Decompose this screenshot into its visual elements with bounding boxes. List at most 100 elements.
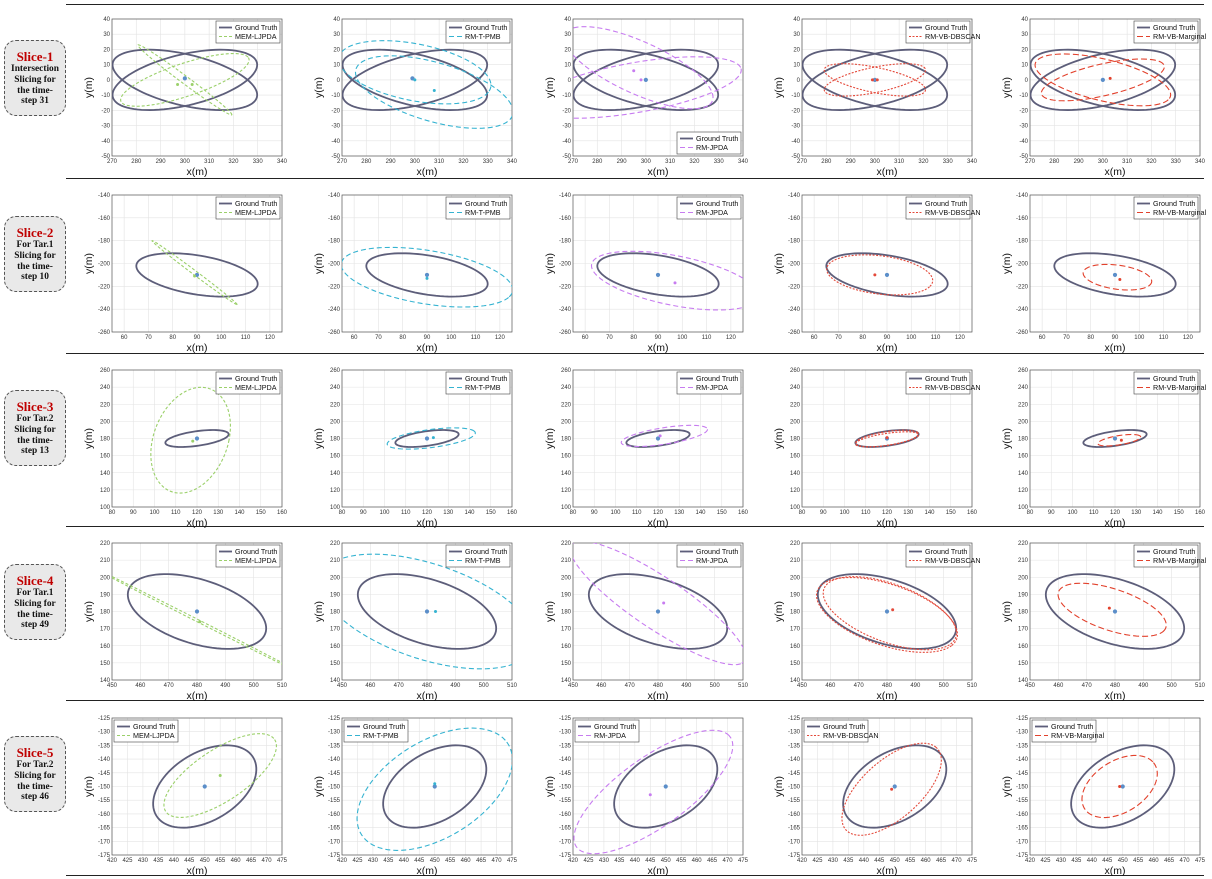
x-tick-label: 120 [1183, 335, 1194, 341]
y-tick-label: -125 [1016, 716, 1029, 722]
ground-truth-center-point [1112, 609, 1118, 614]
x-tick-label: 80 [799, 510, 806, 516]
ground-truth-center-point [424, 272, 430, 278]
plot-frame [1029, 18, 1201, 157]
plot-frame [801, 542, 973, 681]
y-tick-label: 190 [100, 592, 111, 598]
ground-truth-center-point [424, 436, 430, 441]
x-tick-label: 60 [121, 335, 128, 341]
y-tick-label: 170 [561, 627, 572, 633]
y-tick-label: -200 [98, 262, 111, 268]
x-axis-label: x(m) [877, 517, 898, 529]
x-tick-label: 90 [130, 510, 137, 516]
subplot-rm-vb-marginal: 270 280 290 300 310 320 330 340 -50 -40 -30 -20 -10 0… [1001, 17, 1207, 178]
y-tick-label: -140 [788, 757, 801, 763]
y-tick-label: 20 [103, 47, 110, 53]
ground-truth-ellipse [1053, 252, 1177, 298]
y-tick-label: -140 [328, 193, 341, 199]
y-tick-label: 30 [333, 32, 340, 38]
y-axis-label: y(m) [773, 77, 785, 98]
y-tick-label: 170 [100, 627, 111, 633]
y-tick-label: -20 [101, 108, 110, 114]
y-tick-label: 30 [564, 32, 571, 38]
x-tick-label: 330 [1171, 159, 1182, 165]
y-tick-label: 10 [564, 63, 571, 69]
x-tick-label: 160 [277, 510, 288, 516]
x-axis-label: x(m) [877, 342, 898, 354]
y-tick-label: 180 [790, 610, 801, 616]
subplot-rm-vb-marginal: 420 425 430 435 440 445 450 455 460 465 470 475 -175… [1001, 716, 1206, 877]
ground-truth-center-point [1100, 77, 1105, 82]
x-tick-label: 475 [507, 858, 518, 864]
y-tick-label: -10 [1019, 93, 1028, 99]
y-tick-label: 140 [100, 678, 111, 684]
y-tick-label: 120 [1018, 488, 1029, 494]
y-tick-label: 150 [1018, 661, 1029, 667]
x-tick-label: 470 [394, 683, 405, 689]
legend-label-method: RM-VB-Marginal [1153, 208, 1207, 217]
estimate-center-point [639, 78, 643, 82]
legend-label-method: RM-T-PMB [363, 731, 399, 740]
x-tick-label: 110 [1089, 510, 1099, 516]
ground-truth-ellipse [1044, 573, 1186, 650]
x-tick-label: 510 [277, 683, 288, 689]
estimate-center-point [662, 601, 666, 605]
x-tick-label: 480 [422, 683, 433, 689]
y-tick-label: 220 [790, 541, 801, 547]
x-tick-label: 440 [1087, 858, 1098, 864]
estimate-center-point [413, 78, 417, 82]
y-tick-label: 240 [790, 385, 801, 391]
x-axis-label: x(m) [417, 690, 438, 702]
y-tick-label: -260 [788, 330, 801, 336]
x-tick-label: 425 [1040, 858, 1051, 864]
legend-label-method: MEM-LJPDA [235, 383, 277, 392]
y-tick-label: 20 [1021, 47, 1028, 53]
y-tick-label: 200 [561, 419, 572, 425]
ground-truth-ellipse [802, 48, 949, 111]
y-tick-label: 140 [790, 471, 801, 477]
ground-truth-ellipse [573, 48, 720, 111]
x-tick-label: 450 [430, 858, 441, 864]
x-tick-label: 510 [1195, 683, 1206, 689]
legend-label-ground-truth: Ground Truth [925, 374, 967, 383]
y-tick-label: -180 [559, 239, 572, 245]
y-tick-label: 260 [790, 368, 801, 374]
legend-label-method: MEM-LJPDA [133, 731, 175, 740]
legend-label-ground-truth: Ground Truth [1051, 722, 1093, 731]
y-tick-label: -170 [788, 839, 801, 845]
y-tick-label: 160 [561, 644, 572, 650]
x-tick-label: 300 [641, 159, 652, 165]
y-tick-label: 140 [1018, 471, 1029, 477]
x-tick-label: 445 [1102, 858, 1113, 864]
slice-description-line: Slicing for [14, 74, 56, 85]
legend-label-method: RM-VB-DBSCAN [925, 208, 981, 217]
plot-frame [341, 18, 513, 157]
plot-frame [111, 194, 283, 333]
x-tick-label: 60 [811, 335, 818, 341]
y-tick-label: 40 [103, 17, 110, 23]
x-tick-label: 340 [967, 159, 978, 165]
y-tick-label: 140 [561, 471, 572, 477]
estimate-ellipse [342, 553, 512, 670]
y-tick-label: -260 [328, 330, 341, 336]
y-tick-label: 30 [103, 32, 110, 38]
legend-label-ground-truth: Ground Truth [696, 374, 738, 383]
ground-truth-ellipse [382, 744, 488, 829]
y-tick-label: 140 [790, 678, 801, 684]
legend-label-method: RM-VB-Marginal [1153, 383, 1207, 392]
x-axis-label: x(m) [417, 517, 438, 529]
y-tick-label: 180 [330, 437, 341, 443]
x-tick-label: 460 [921, 858, 932, 864]
x-tick-label: 80 [169, 335, 176, 341]
y-tick-label: 150 [330, 661, 341, 667]
legend-label-ground-truth: Ground Truth [465, 23, 507, 32]
y-tick-label: -140 [98, 757, 111, 763]
slice-description-line: step 46 [21, 792, 49, 803]
y-tick-label: 200 [790, 575, 801, 581]
x-tick-label: 470 [854, 683, 865, 689]
ground-truth-ellipse [587, 573, 729, 650]
